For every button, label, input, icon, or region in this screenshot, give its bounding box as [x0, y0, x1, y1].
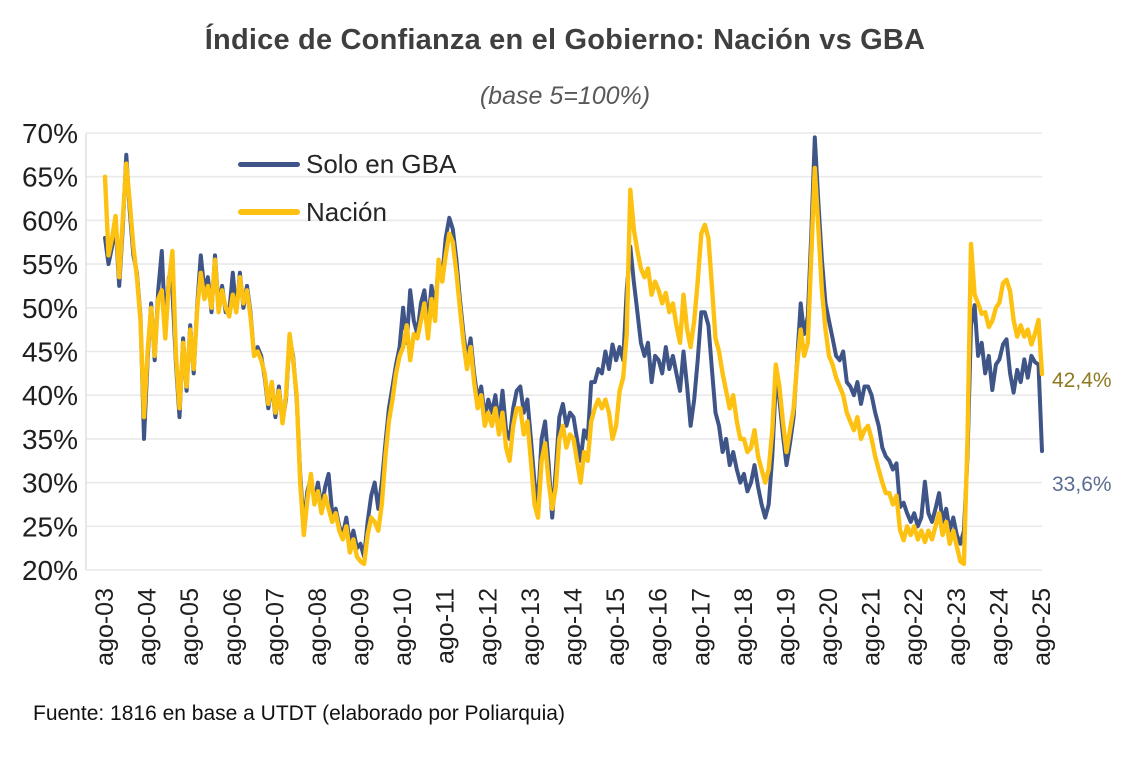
x-tick-label: ago-04	[134, 588, 162, 666]
chart-title: Índice de Confianza en el Gobierno: Naci…	[204, 24, 926, 56]
end-label-gba: 33,6%	[1052, 473, 1112, 496]
y-axis-labels: 70% 65% 60% 55% 50% 45% 40% 35% 30% 25% 20%	[22, 118, 78, 586]
x-tick-label: ago-23	[943, 588, 971, 666]
legend-label-nacion: Nación	[306, 196, 387, 227]
x-tick-label: ago-15	[602, 588, 630, 666]
x-tick-label: ago-16	[645, 588, 673, 666]
chart-subtitle: (base 5=100%)	[479, 82, 651, 110]
end-labels: 42,4% 33,6%	[1052, 369, 1112, 496]
y-tick-label: 45%	[22, 337, 78, 368]
x-tick-label: ago-22	[900, 588, 928, 666]
x-tick-label: ago-14	[560, 588, 588, 666]
legend: Solo en GBA Nación	[238, 140, 456, 236]
x-tick-label: ago-20	[815, 588, 843, 666]
legend-label-gba: Solo en GBA	[306, 148, 457, 179]
legend-item-nacion: Nación	[238, 188, 456, 236]
nacion-line-swatch	[238, 209, 300, 215]
source-note: Fuente: 1816 en base a UTDT (elaborado p…	[33, 702, 565, 725]
end-label-nacion: 42,4%	[1052, 369, 1112, 392]
x-tick-label: ago-17	[687, 588, 715, 666]
y-tick-label: 60%	[22, 205, 78, 236]
y-tick-label: 55%	[22, 249, 78, 280]
x-axis-labels: ago-03 ago-04 ago-05 ago-06 ago-07 ago-08 ago-…	[91, 588, 1056, 666]
y-tick-label: 40%	[22, 380, 78, 411]
y-tick-label: 35%	[22, 424, 78, 455]
x-tick-label: ago-03	[91, 588, 119, 666]
y-tick-label: 65%	[22, 162, 78, 193]
y-tick-label: 70%	[22, 118, 78, 149]
y-tick-label: 30%	[22, 468, 78, 499]
y-tick-label: 50%	[22, 293, 78, 324]
x-tick-label: ago-11	[432, 588, 460, 664]
x-tick-label: ago-10	[389, 588, 417, 666]
x-tick-label: ago-21	[858, 588, 886, 666]
x-tick-label: ago-24	[985, 588, 1013, 666]
x-tick-label: ago-19	[772, 588, 800, 666]
x-tick-label: ago-05	[176, 588, 204, 666]
y-tick-label: 20%	[22, 555, 78, 586]
x-tick-label: ago-08	[304, 588, 332, 666]
gridlines	[85, 132, 1042, 571]
gba-line-swatch	[238, 161, 300, 167]
x-tick-label: ago-13	[517, 588, 545, 666]
y-tick-label: 25%	[22, 511, 78, 542]
legend-item-gba: Solo en GBA	[238, 140, 456, 188]
x-tick-label: ago-06	[219, 588, 247, 666]
x-tick-label: ago-07	[261, 588, 289, 666]
nacion-line	[102, 161, 1045, 567]
x-tick-label: ago-25	[1028, 588, 1056, 666]
x-tick-label: ago-18	[730, 588, 758, 666]
x-tick-label: ago-12	[474, 588, 502, 666]
x-tick-label: ago-09	[347, 588, 375, 666]
